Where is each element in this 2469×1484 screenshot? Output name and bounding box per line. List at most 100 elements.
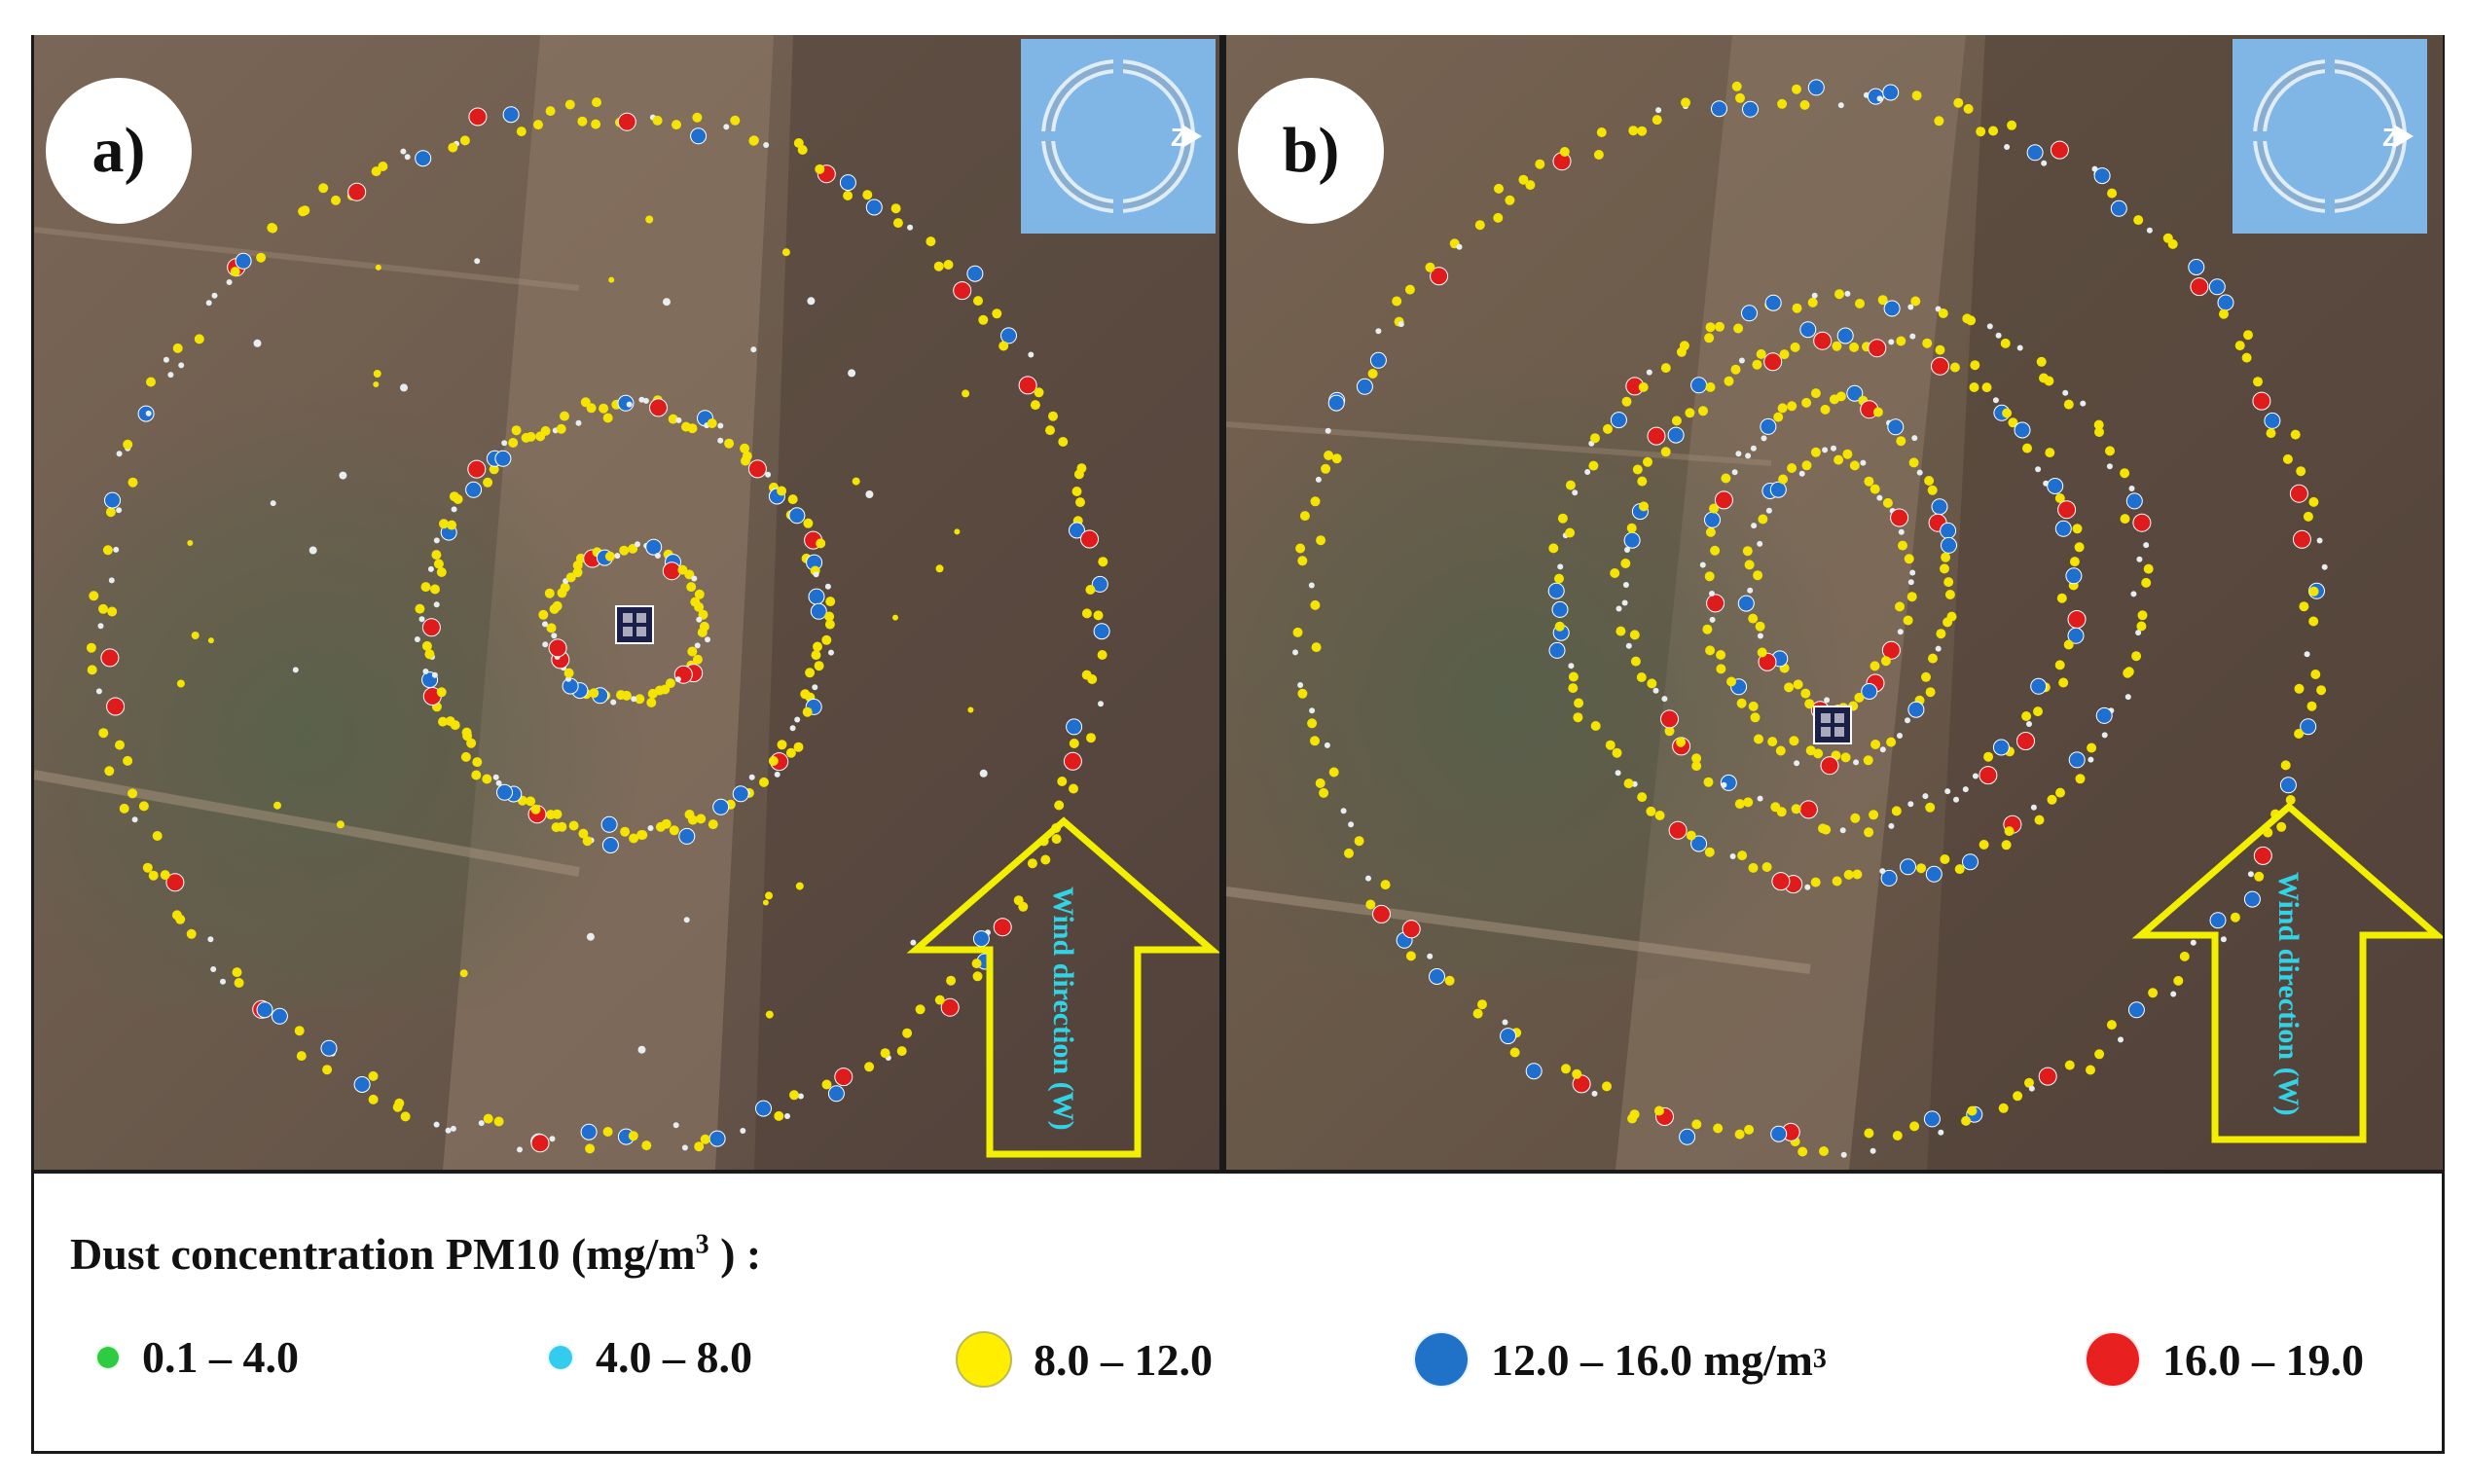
measurement-point — [2002, 408, 2013, 418]
measurement-point — [1048, 411, 1058, 421]
measurement-point — [788, 507, 806, 525]
measurement-point — [210, 966, 217, 972]
measurement-point — [1593, 150, 1604, 160]
measurement-point — [1911, 435, 1918, 442]
measurement-point — [1713, 1123, 1724, 1134]
measurement-point — [106, 697, 126, 716]
measurement-point — [436, 567, 447, 577]
measurement-point — [294, 1026, 305, 1036]
measurement-point — [910, 939, 917, 946]
measurement-point — [1891, 806, 1902, 816]
measurement-point — [1737, 595, 1755, 612]
measurement-point — [339, 471, 347, 480]
measurement-point — [1372, 904, 1391, 923]
measurement-point — [1887, 418, 1905, 436]
measurement-point — [205, 300, 212, 307]
measurement-point — [1638, 381, 1649, 392]
measurement-point — [1652, 687, 1659, 694]
measurement-point — [1765, 507, 1772, 514]
measurement-point — [2026, 721, 2032, 727]
measurement-point — [687, 423, 698, 434]
measurement-point — [620, 826, 631, 837]
measurement-point — [1018, 901, 1029, 912]
measurement-point — [431, 671, 438, 678]
measurement-point — [2110, 199, 2127, 217]
measurement-point — [1787, 463, 1797, 473]
measurement-point — [1292, 649, 1298, 656]
measurement-point — [431, 550, 442, 561]
measurement-point — [1882, 497, 1893, 508]
measurement-point — [1474, 220, 1485, 231]
measurement-point — [962, 389, 970, 398]
measurement-point — [2062, 389, 2069, 396]
measurement-point — [1775, 745, 1786, 756]
measurement-point — [1292, 627, 1303, 637]
measurement-point — [2188, 259, 2205, 275]
measurement-point — [1456, 243, 1463, 250]
measurement-point — [1647, 426, 1666, 446]
measurement-point — [604, 551, 615, 561]
measurement-point — [813, 571, 819, 578]
measurement-point — [2294, 729, 2305, 739]
measurement-point — [808, 588, 825, 605]
measurement-point — [1690, 377, 1708, 394]
measurement-point — [2095, 706, 2113, 724]
measurement-point — [1654, 811, 1665, 820]
measurement-point — [1757, 540, 1763, 547]
measurement-point — [1561, 1064, 1571, 1074]
measurement-point — [1568, 671, 1579, 682]
measurement-points-b — [1292, 79, 2328, 1158]
measurement-point — [1623, 778, 1634, 789]
measurement-point — [1348, 821, 1355, 828]
measurement-point — [1626, 523, 1637, 533]
measurement-point — [694, 1141, 705, 1152]
measurement-point — [165, 873, 185, 892]
measurement-point — [1925, 802, 1936, 813]
measurement-point — [824, 611, 835, 622]
measurement-point — [1904, 554, 1914, 564]
measurement-point — [1779, 349, 1790, 360]
measurement-point — [1703, 777, 1714, 787]
measurement-point — [501, 440, 508, 447]
measurement-point — [2300, 718, 2317, 736]
measurement-point — [2057, 500, 2077, 520]
panel-divider — [1219, 35, 1226, 1170]
measurement-point — [1709, 616, 1716, 623]
measurement-point — [2266, 428, 2276, 439]
measurement-point — [2321, 563, 2328, 570]
measurement-point — [794, 716, 801, 723]
measurement-point — [436, 687, 447, 698]
measurement-point — [1327, 394, 1345, 412]
measurement-point — [1792, 84, 1801, 94]
measurement-point — [2065, 567, 2083, 585]
measurement-point — [1883, 300, 1901, 317]
measurement-point — [1624, 547, 1630, 553]
measurement-point — [2107, 188, 2118, 199]
measurement-point — [966, 265, 984, 282]
measurement-point — [1790, 342, 1800, 352]
measurement-point — [1879, 868, 1886, 875]
measurement-point — [777, 486, 787, 496]
measurement-point — [1777, 98, 1788, 109]
measurement-point — [979, 769, 988, 778]
measurement-point — [1818, 823, 1828, 834]
measurement-point — [807, 297, 816, 306]
measurement-point — [178, 362, 185, 369]
measurement-point — [641, 1140, 652, 1151]
measurement-point — [253, 339, 262, 347]
measurement-point — [1931, 356, 1949, 376]
legend-label: 4.0 – 8.0 — [596, 1332, 752, 1382]
measurement-point — [1822, 447, 1829, 453]
legend-title-text: Dust concentration PM10 (mg/m — [70, 1229, 696, 1279]
measurement-point — [1085, 585, 1096, 595]
measurement-point — [1872, 407, 1883, 417]
measurement-point — [777, 740, 787, 750]
measurement-point — [647, 688, 658, 699]
measurement-point — [1787, 401, 1797, 412]
measurement-point — [647, 825, 654, 831]
measurement-point — [1940, 522, 1957, 539]
measurement-point — [421, 618, 441, 637]
measurement-point — [1430, 267, 1449, 286]
measurement-point — [538, 609, 549, 620]
measurement-point — [542, 641, 549, 648]
